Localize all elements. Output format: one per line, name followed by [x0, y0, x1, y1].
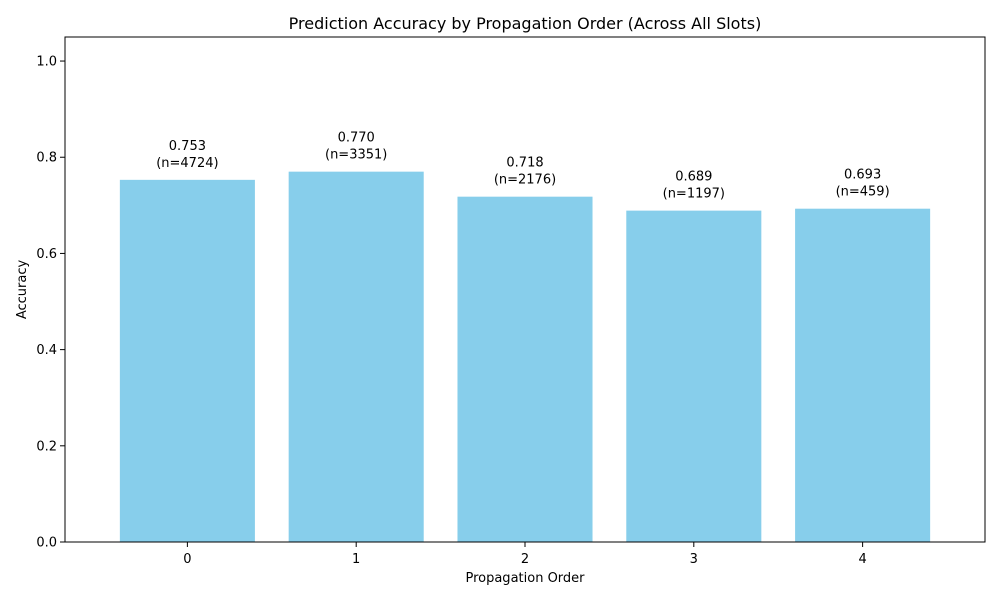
x-tick-label-3: 3 — [690, 552, 698, 567]
bar-3 — [626, 210, 762, 542]
bar-count-label-2: (n=2176) — [494, 173, 556, 188]
bar-count-label-1: (n=3351) — [325, 148, 387, 163]
x-tick-label-4: 4 — [858, 552, 866, 567]
y-tick-label-0.2: 0.2 — [36, 439, 57, 454]
y-tick-label-0.6: 0.6 — [36, 247, 57, 262]
chart-title: Prediction Accuracy by Propagation Order… — [289, 14, 762, 33]
bar-1 — [288, 171, 424, 542]
y-tick-label-0.8: 0.8 — [36, 151, 57, 166]
bar-value-label-2: 0.718 — [506, 156, 543, 171]
bar-count-label-3: (n=1197) — [663, 187, 725, 202]
bar-4 — [795, 208, 931, 542]
y-tick-label-1.0: 1.0 — [36, 55, 57, 70]
x-tick-label-0: 0 — [183, 552, 191, 567]
x-tick-label-2: 2 — [521, 552, 529, 567]
bar-value-label-0: 0.753 — [169, 139, 206, 154]
bar-0 — [119, 179, 255, 543]
y-axis-label: Accuracy — [15, 260, 30, 320]
bar-count-label-4: (n=459) — [836, 185, 890, 200]
bar-2 — [457, 196, 593, 542]
bar-count-label-0: (n=4724) — [156, 156, 218, 171]
bar-value-label-4: 0.693 — [844, 168, 881, 183]
plot-frame — [64, 36, 986, 543]
bar-value-label-1: 0.770 — [338, 131, 375, 146]
x-tick-label-1: 1 — [352, 552, 360, 567]
y-tick-label-0.0: 0.0 — [36, 536, 57, 551]
x-axis-label: Propagation Order — [465, 571, 585, 586]
plot-area: 0.753 (n=4724) 0 0.770 (n=3351) 1 0.718 (n=2176… — [36, 36, 986, 567]
y-tick-label-0.4: 0.4 — [36, 343, 57, 358]
bar-value-label-3: 0.689 — [675, 170, 712, 185]
